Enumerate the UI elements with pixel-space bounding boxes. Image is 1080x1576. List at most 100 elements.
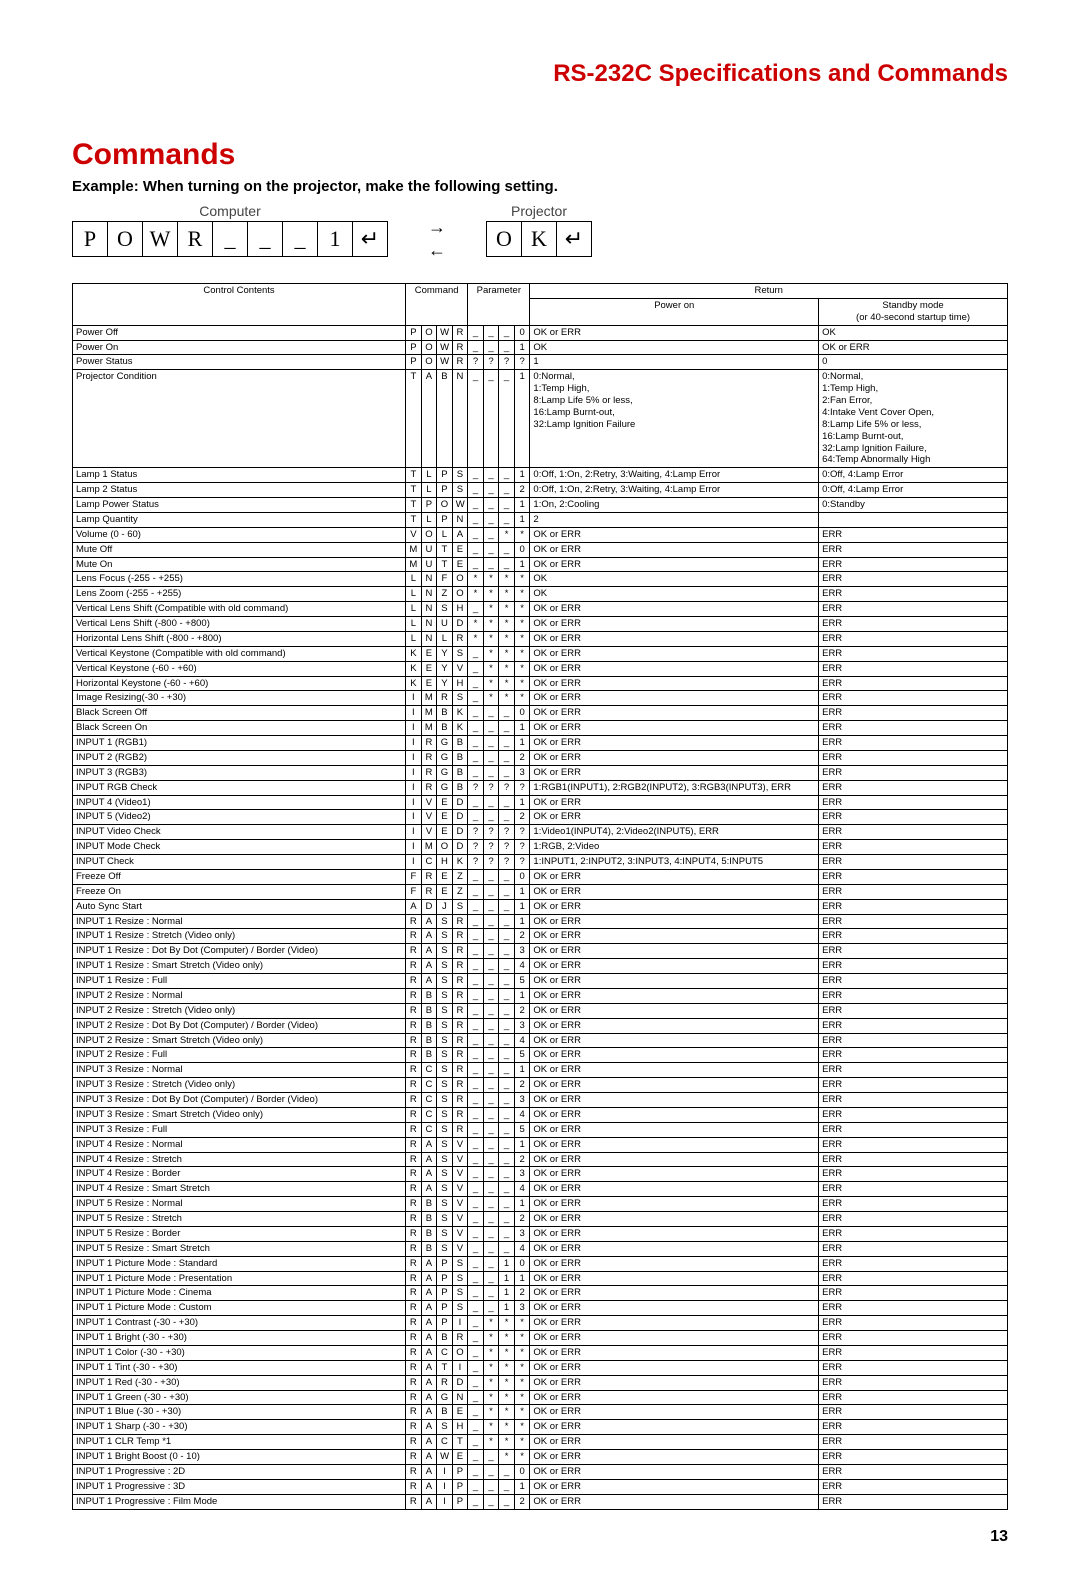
table-cell: P [437,1286,453,1301]
table-cell: S [437,1137,453,1152]
table-cell: OK [530,587,819,602]
table-cell: ERR [819,527,1008,542]
table-cell: W [437,1450,453,1465]
table-cell: OK or ERR [530,1212,819,1227]
commands-table: Control Contents Command Parameter Retur… [72,283,1008,1510]
table-cell: L [406,587,422,602]
table-cell: _ [468,1003,484,1018]
table-cell: INPUT 2 (RGB2) [73,750,406,765]
table-row: Mute OffMUTE___0OK or ERRERR [73,542,1008,557]
table-cell: R [406,1212,422,1227]
table-cell: * [483,1435,499,1450]
table-cell: Black Screen Off [73,706,406,721]
table-cell: ERR [819,617,1008,632]
diagram-box: 1 [317,221,353,257]
table-cell: _ [483,929,499,944]
table-cell: _ [468,1093,484,1108]
table-cell: A [452,527,468,542]
table-cell: _ [499,1018,515,1033]
table-cell: INPUT 1 Sharp (-30 - +30) [73,1420,406,1435]
section-title: Commands [72,138,1008,172]
table-cell: L [406,631,422,646]
table-cell: OK or ERR [530,602,819,617]
table-row: INPUT 1 Blue (-30 - +30)RABE_***OK or ER… [73,1405,1008,1420]
table-row: Lamp QuantityTLPN___12 [73,512,1008,527]
table-cell: 1 [499,1286,515,1301]
table-cell: N [421,602,437,617]
table-cell: S [437,1241,453,1256]
table-cell: R [406,1048,422,1063]
table-row: INPUT 3 Resize : Smart Stretch (Video on… [73,1107,1008,1122]
table-cell: 1 [514,557,530,572]
table-row: Horizontal Lens Shift (-800 - +800)LNLR*… [73,631,1008,646]
table-row: INPUT 1 Progressive : 3DRAIP___1OK or ER… [73,1479,1008,1494]
table-cell: ? [468,840,484,855]
table-cell: * [499,1405,515,1420]
table-cell: A [421,1494,437,1509]
table-cell: OK or ERR [530,661,819,676]
table-cell: * [483,1345,499,1360]
table-cell: ? [499,355,515,370]
table-cell: D [421,899,437,914]
table-cell: _ [483,974,499,989]
table-cell: R [406,1464,422,1479]
table-cell: _ [483,1152,499,1167]
table-cell: 1 [514,512,530,527]
table-cell: 3 [514,1018,530,1033]
table-cell: R [406,1107,422,1122]
table-cell: R [406,1390,422,1405]
table-cell: E [421,661,437,676]
table-cell: _ [499,468,515,483]
table-cell: _ [468,691,484,706]
table-cell: * [499,1435,515,1450]
table-cell: INPUT 1 Tint (-30 - +30) [73,1360,406,1375]
table-cell: R [452,1063,468,1078]
table-cell: A [421,1271,437,1286]
table-cell: 1:Video1(INPUT4), 2:Video2(INPUT5), ERR [530,825,819,840]
table-cell: _ [483,1494,499,1509]
table-cell: B [421,988,437,1003]
table-cell: V [452,661,468,676]
table-cell: INPUT 4 Resize : Normal [73,1137,406,1152]
table-cell: S [437,1122,453,1137]
example-line: Example: When turning on the projector, … [72,178,1008,195]
table-cell: U [437,617,453,632]
table-cell: _ [468,1167,484,1182]
table-cell: S [452,1301,468,1316]
table-cell: S [437,1107,453,1122]
table-cell: _ [499,914,515,929]
table-cell: _ [468,899,484,914]
table-cell: ERR [819,869,1008,884]
table-cell: _ [499,1122,515,1137]
table-cell: 1 [514,914,530,929]
table-row: INPUT CheckICHK????1:INPUT1, 2:INPUT2, 3… [73,855,1008,870]
page-number: 13 [72,1528,1008,1546]
table-cell: L [406,602,422,617]
table-row: INPUT 1 Resize : FullRASR___5OK or ERRER… [73,974,1008,989]
table-cell: INPUT 1 Resize : Full [73,974,406,989]
table-cell: 4 [514,959,530,974]
table-cell: ERR [819,825,1008,840]
table-cell: E [452,557,468,572]
table-cell: I [452,1360,468,1375]
table-cell: _ [483,483,499,498]
table-cell: 0 [514,542,530,557]
table-cell: Vertical Lens Shift (Compatible with old… [73,602,406,617]
table-cell: ERR [819,1018,1008,1033]
table-cell: INPUT 1 Contrast (-30 - +30) [73,1316,406,1331]
table-cell: I [437,1494,453,1509]
table-cell: Power Off [73,325,406,340]
table-cell: M [421,721,437,736]
table-cell: INPUT 2 Resize : Stretch (Video only) [73,1003,406,1018]
table-cell: ERR [819,1256,1008,1271]
table-cell: OK or ERR [530,869,819,884]
table-cell: _ [483,1137,499,1152]
table-cell: ERR [819,855,1008,870]
table-cell: * [499,602,515,617]
table-cell: T [406,468,422,483]
table-cell: * [499,1390,515,1405]
table-cell: R [406,1375,422,1390]
table-cell: _ [468,1256,484,1271]
table-row: Horizontal Keystone (-60 - +60)KEYH_***O… [73,676,1008,691]
table-cell: A [421,1316,437,1331]
